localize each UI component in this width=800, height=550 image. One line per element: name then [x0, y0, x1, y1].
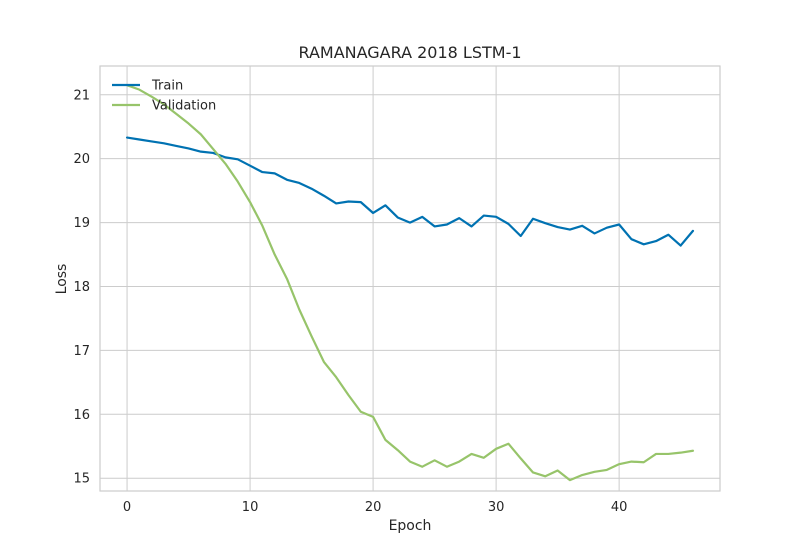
plot-frame	[99, 65, 721, 492]
grid	[100, 66, 720, 491]
series-line-train	[125, 136, 695, 247]
chart-title: RAMANAGARA 2018 LSTM-1	[298, 43, 521, 62]
y-tick-label: 15	[73, 472, 90, 487]
series-lines	[125, 84, 695, 482]
y-axis-label: Loss	[54, 264, 70, 295]
x-tick-label: 20	[365, 500, 382, 515]
legend: Train Validation	[112, 79, 216, 114]
legend-label-validation: Validation	[152, 99, 216, 114]
x-tick-label: 30	[488, 500, 505, 515]
legend-label-train: Train	[151, 79, 183, 94]
x-tick-label: 10	[242, 500, 259, 515]
tick-labels: 0 10 20 30 40 15 16 17 18 19 20 21	[73, 88, 627, 515]
y-tick-label: 21	[73, 88, 90, 103]
y-tick-label: 16	[73, 408, 90, 423]
y-tick-label: 18	[73, 280, 90, 295]
x-axis-label: Epoch	[389, 518, 432, 534]
series-line-validation	[125, 84, 695, 482]
x-tick-label: 0	[123, 500, 131, 515]
y-tick-label: 20	[73, 152, 90, 167]
x-tick-label: 40	[611, 500, 628, 515]
y-tick-label: 17	[73, 344, 90, 359]
y-tick-label: 19	[73, 216, 90, 231]
